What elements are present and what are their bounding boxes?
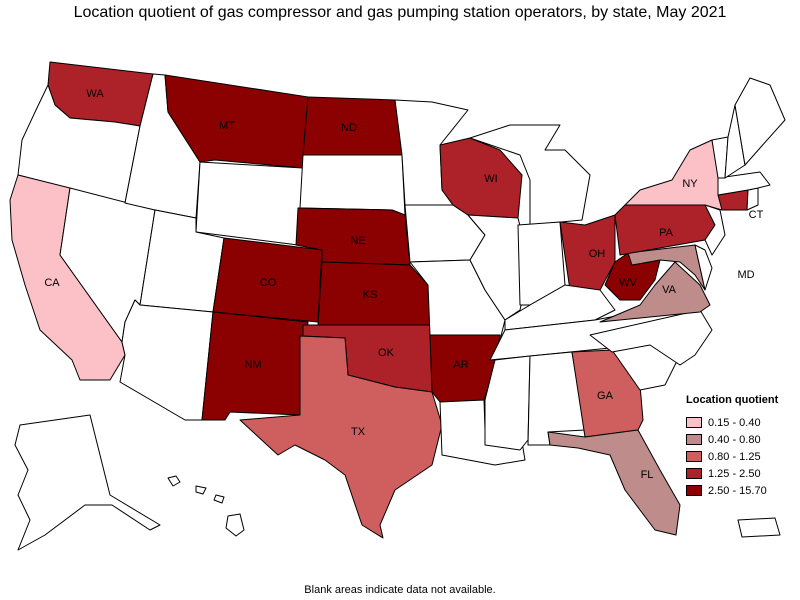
legend-item: 0.15 - 0.40 [686,414,798,431]
state-label-VA: VA [662,284,677,296]
legend-label: 0.40 - 0.80 [708,433,761,446]
legend-item: 0.80 - 1.25 [686,448,798,465]
state-NC [589,309,713,366]
state-label-GA: GA [597,390,614,402]
state-label-WV: WV [619,277,637,289]
state-WY [195,161,304,246]
state-FL [547,429,681,536]
state-label-MT: MT [219,120,235,132]
legend-label: 0.80 - 1.25 [708,450,761,463]
state-label-WA: WA [86,88,104,100]
state-MI [469,124,591,226]
state-label-KS: KS [363,289,378,301]
legend-swatch [686,434,702,445]
legend-title: Location quotient [686,394,779,406]
legend-item: 1.25 - 2.50 [686,465,798,482]
state-DE [694,244,713,291]
legend: Location quotient 0.15 - 0.40 0.40 - 0.8… [686,394,798,499]
state-ME [734,77,786,166]
state-OH [559,214,616,291]
state-NY [624,139,723,211]
state-label-NM: NM [244,359,261,371]
state-label-AR: AR [453,359,468,371]
legend-label: 2.50 - 15.70 [708,484,767,497]
state-SD [299,154,406,216]
territory-PR [737,517,781,538]
state-RI [746,187,759,211]
state-label-FL: FL [641,469,654,481]
legend-label: 1.25 - 2.50 [708,467,761,480]
legend-swatch [686,468,702,479]
state-HI [167,475,245,537]
legend-swatch [686,417,702,428]
legend-label: 0.15 - 0.40 [708,416,761,429]
state-MA [717,171,771,196]
legend-swatch [686,451,702,462]
state-label-ND: ND [341,122,357,134]
legend-swatch [686,485,702,496]
state-AZ [119,299,214,421]
footnote: Blank areas indicate data not available. [304,584,496,596]
state-label-WI: WI [484,173,497,185]
state-label-CO: CO [260,277,277,289]
state-label-PA: PA [659,227,674,239]
state-label-OK: OK [378,347,395,359]
state-label-NE: NE [350,235,365,247]
state-label-NY: NY [682,178,698,190]
state-label-MD: MD [737,269,754,281]
legend-item: 2.50 - 15.70 [686,482,798,499]
state-label-TX: TX [351,426,366,438]
state-NJ [704,204,726,256]
state-TX [239,335,443,539]
legend-item: 0.40 - 0.80 [686,431,798,448]
state-label-OH: OH [589,248,606,260]
state-VA [599,261,711,323]
state-NM [201,311,309,421]
state-label-CT: CT [749,209,764,221]
state-AK [14,414,161,551]
state-label-CA: CA [44,277,60,289]
map-title: Location quotient of gas compressor and … [73,4,727,21]
